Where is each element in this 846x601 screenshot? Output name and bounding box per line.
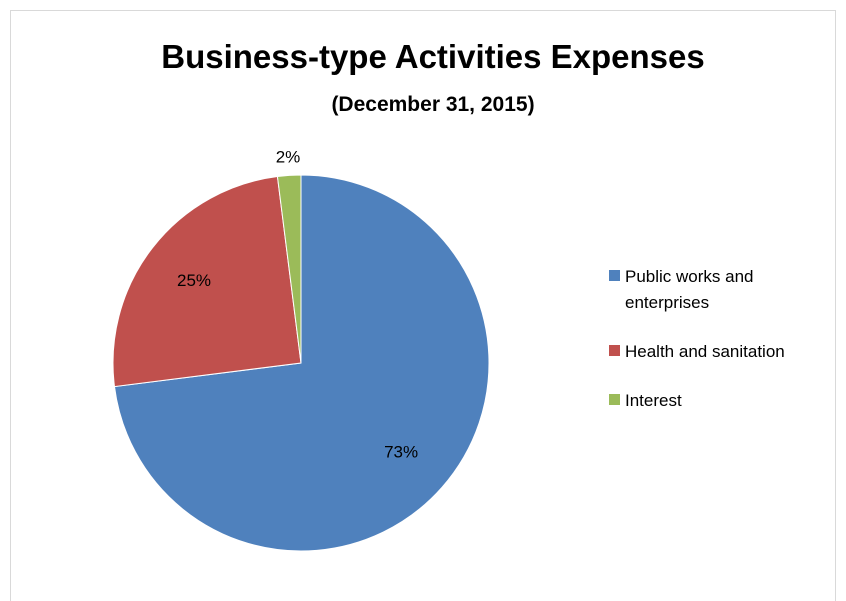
- chart-subtitle: (December 31, 2015): [331, 93, 535, 116]
- legend-item-interest: Interest: [609, 388, 839, 414]
- legend: Public works and enterprises Health and …: [609, 264, 839, 437]
- legend-label-interest: Interest: [625, 391, 682, 410]
- pie-slice-interest: [276, 174, 302, 364]
- legend-item-health-sanitation: Health and sanitation: [609, 339, 839, 365]
- legend-item-public-works: Public works and enterprises: [609, 264, 839, 316]
- pie-slice-public-works: [113, 174, 490, 552]
- data-label-interest: 2%: [276, 148, 301, 167]
- legend-label-health-sanitation: Health and sanitation: [625, 342, 785, 361]
- legend-swatch-health-sanitation: [609, 345, 620, 356]
- legend-swatch-public-works: [609, 270, 620, 281]
- chart-frame: [10, 10, 836, 601]
- data-label-public-works: 73%: [384, 442, 418, 461]
- legend-label-public-works: Public works and enterprises: [625, 267, 754, 312]
- chart-title: Business-type Activities Expenses: [161, 38, 705, 75]
- pie-slice-health-sanitation: [112, 175, 302, 388]
- legend-swatch-interest: [609, 394, 620, 405]
- data-label-health-sanitation: 25%: [177, 271, 211, 290]
